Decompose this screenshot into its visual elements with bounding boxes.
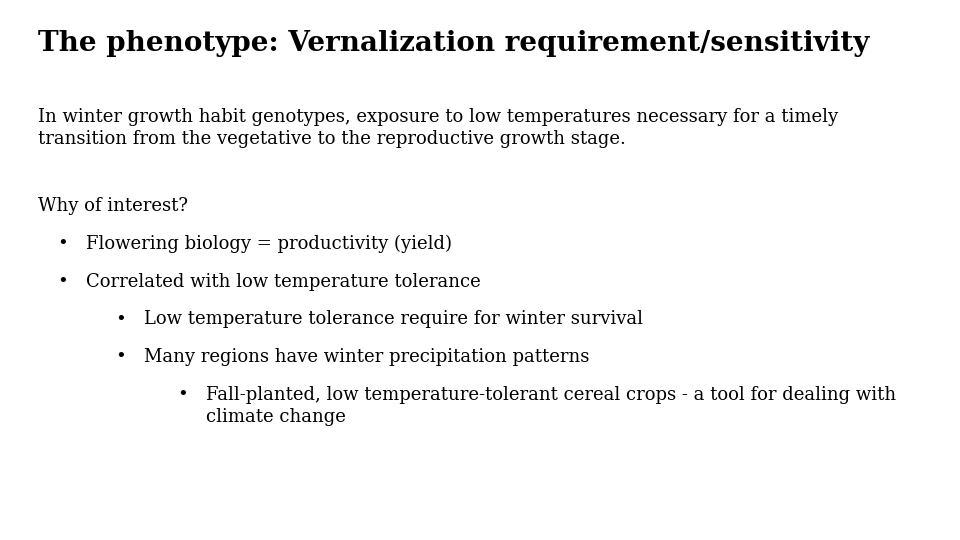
Text: Fall-planted, low temperature-tolerant cereal crops - a tool for dealing with
cl: Fall-planted, low temperature-tolerant c…	[206, 386, 897, 426]
Text: Correlated with low temperature tolerance: Correlated with low temperature toleranc…	[86, 273, 481, 291]
Text: The phenotype: Vernalization requirement/sensitivity: The phenotype: Vernalization requirement…	[38, 30, 870, 57]
Text: Many regions have winter precipitation patterns: Many regions have winter precipitation p…	[144, 348, 589, 366]
Text: •: •	[58, 273, 68, 291]
Text: •: •	[58, 235, 68, 253]
Text: •: •	[115, 348, 126, 366]
Text: Low temperature tolerance require for winter survival: Low temperature tolerance require for wi…	[144, 310, 643, 328]
Text: •: •	[115, 310, 126, 328]
Text: In winter growth habit genotypes, exposure to low temperatures necessary for a t: In winter growth habit genotypes, exposu…	[38, 108, 838, 148]
Text: Flowering biology = productivity (yield): Flowering biology = productivity (yield)	[86, 235, 452, 253]
Text: Why of interest?: Why of interest?	[38, 197, 188, 215]
Text: •: •	[178, 386, 188, 404]
